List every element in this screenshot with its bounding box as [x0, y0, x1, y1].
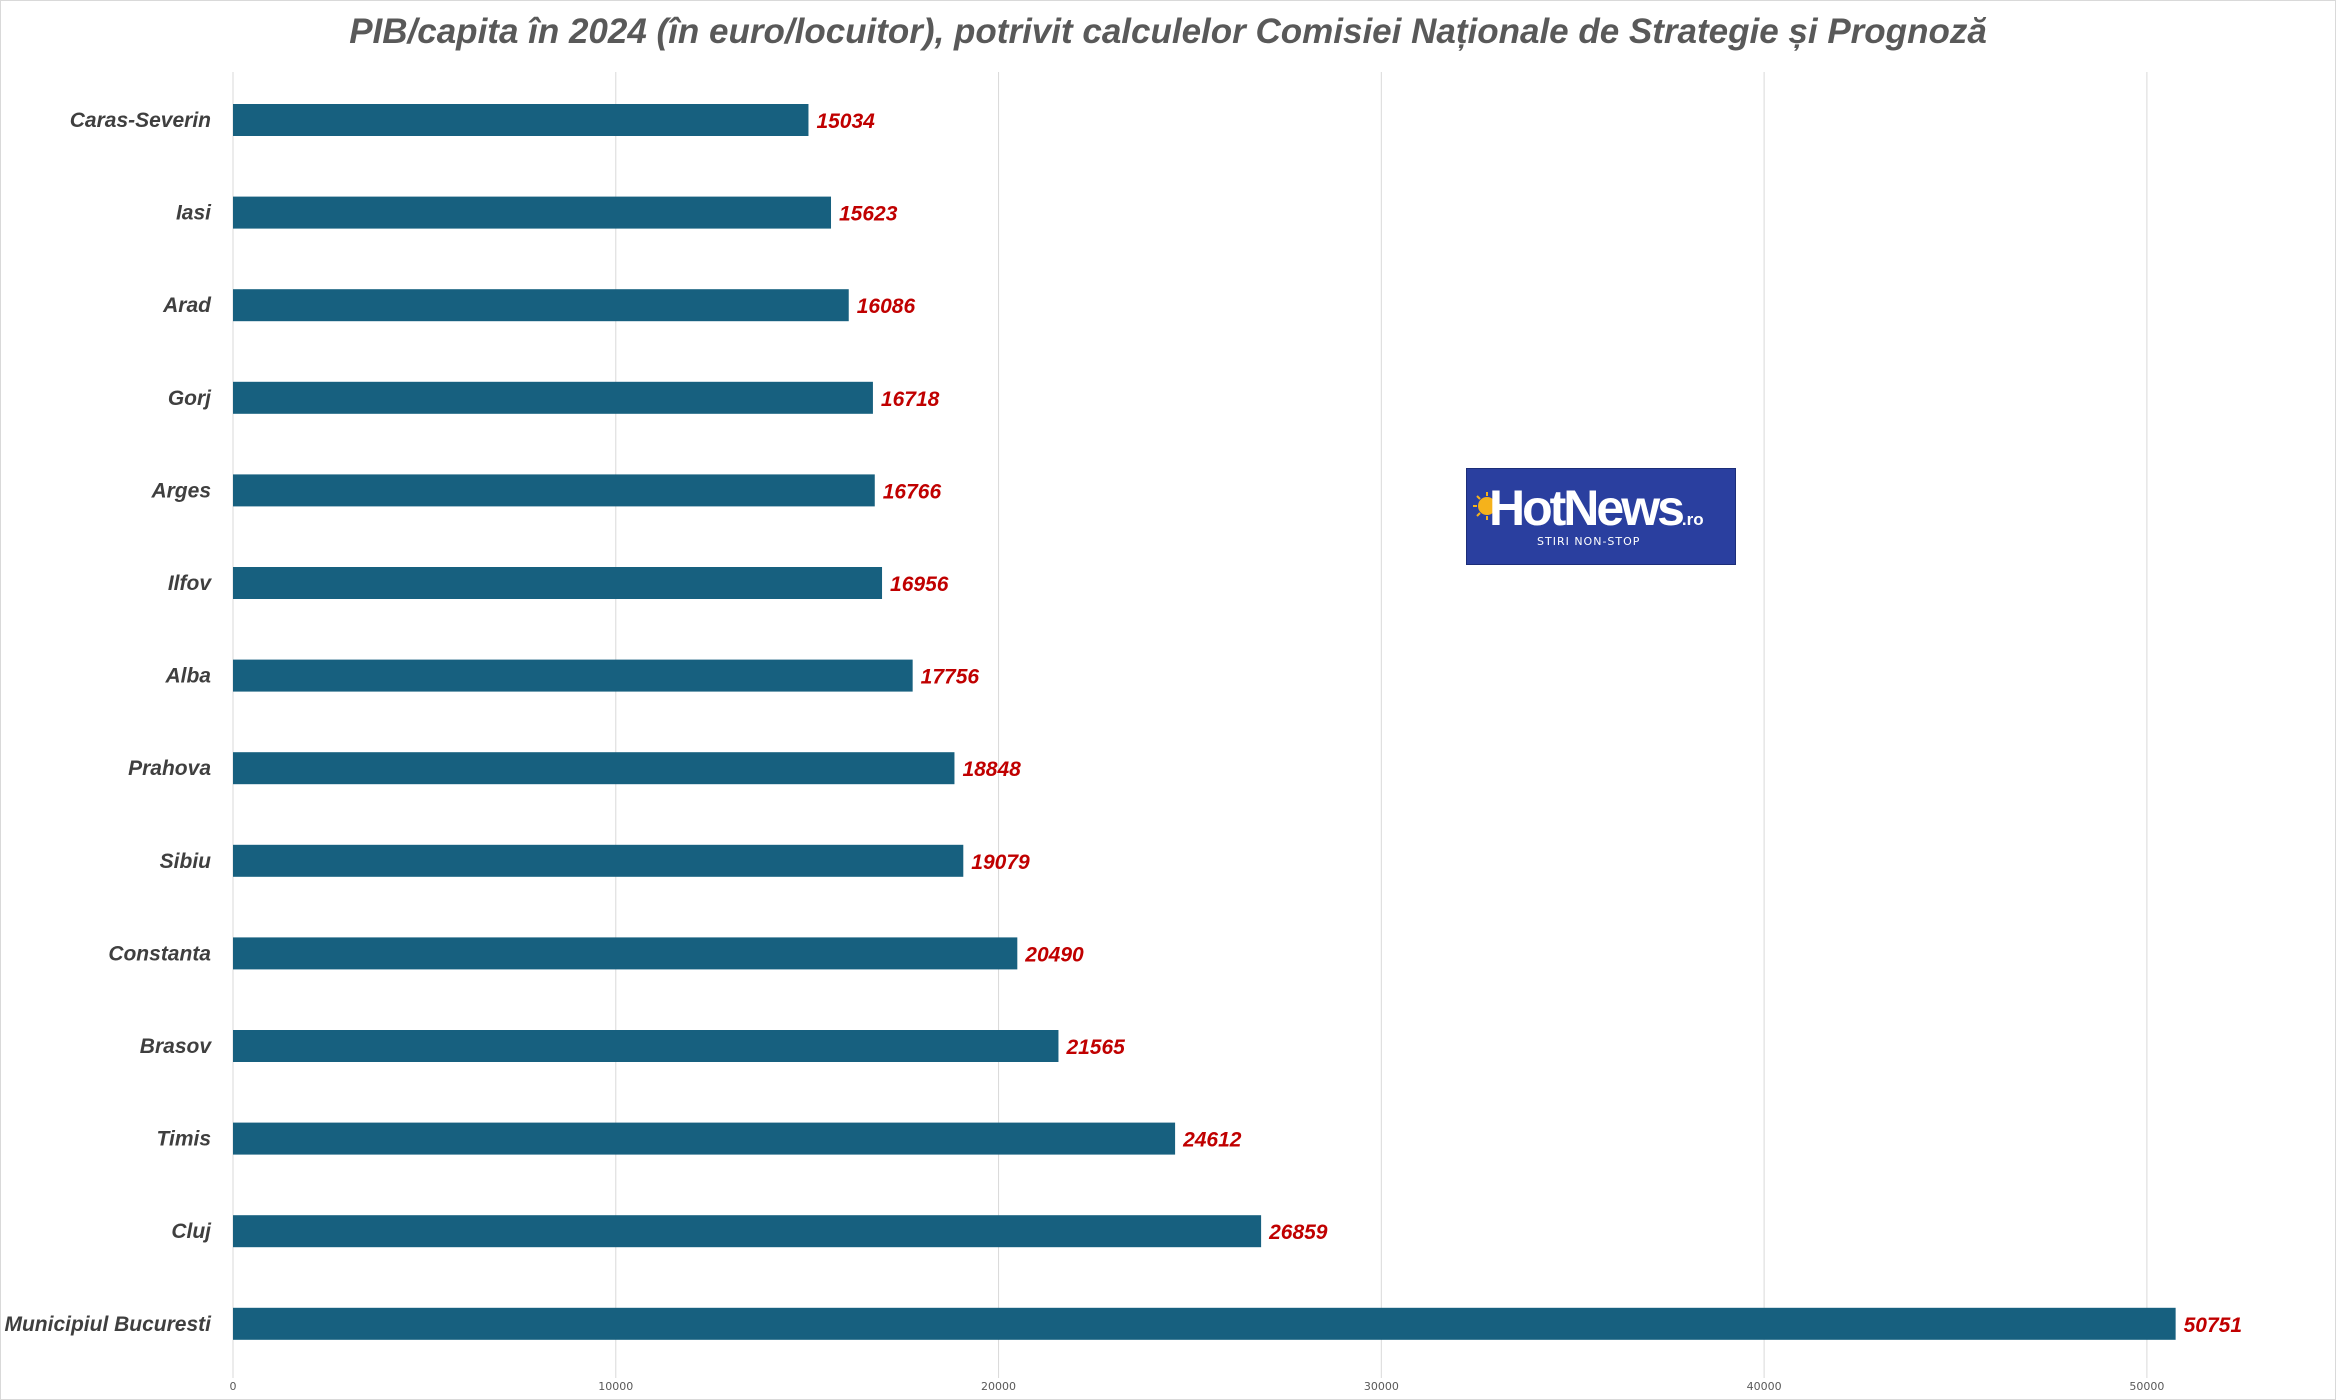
bar	[233, 289, 849, 322]
value-label: 15623	[839, 203, 898, 226]
bar	[233, 937, 1018, 970]
bar	[233, 381, 873, 414]
x-tick-label: 40000	[1747, 1380, 1782, 1393]
value-label: 15034	[816, 110, 875, 133]
bar	[233, 196, 832, 229]
bar	[233, 474, 875, 507]
bar	[233, 1307, 2176, 1340]
category-label: Constanta	[108, 942, 211, 965]
category-label: Iasi	[176, 202, 212, 225]
bar	[233, 659, 913, 692]
x-tick-label: 0	[230, 1380, 237, 1393]
bar	[233, 104, 809, 136]
x-tick-label: 50000	[2129, 1380, 2164, 1393]
value-labels: 15034 15623 16086 16718 16766 16956 17756 18848…	[816, 110, 2242, 1337]
value-label: 19079	[971, 851, 1030, 874]
category-label: Alba	[164, 665, 211, 688]
value-label: 16718	[881, 388, 940, 411]
category-label: Ilfov	[168, 572, 212, 595]
value-label: 17756	[921, 666, 980, 689]
category-label: Prahova	[128, 757, 211, 780]
value-label: 20490	[1024, 943, 1084, 966]
x-tick-label: 10000	[598, 1380, 633, 1393]
hotnews-logo: HotNews.ro STIRI NON-STOP	[1466, 468, 1736, 565]
value-label: 18848	[962, 758, 1021, 781]
value-label: 26859	[1268, 1221, 1328, 1244]
bar	[233, 1122, 1176, 1155]
value-label: 21565	[1065, 1036, 1125, 1059]
value-label: 24612	[1182, 1129, 1242, 1152]
sun-icon	[1473, 492, 1498, 520]
logo-tagline: STIRI NON-STOP	[1537, 535, 1641, 548]
chart-title: PIB/capita în 2024 (în euro/locuitor), p…	[349, 12, 1987, 51]
category-label: Gorj	[168, 387, 212, 410]
x-tick-label: 20000	[981, 1380, 1016, 1393]
category-label: Arges	[150, 479, 211, 502]
bar	[233, 1215, 1262, 1248]
logo-wordmark-text: HotNews	[1489, 480, 1685, 536]
bar	[233, 844, 964, 877]
value-label: 16956	[890, 573, 949, 596]
category-label: Arad	[162, 294, 212, 317]
bar	[233, 567, 883, 599]
bar-series	[233, 104, 2176, 1340]
logo-wordmark: HotNews.ro	[1489, 483, 1704, 545]
bar	[233, 752, 955, 785]
category-label: Brasov	[140, 1035, 213, 1058]
category-label: Timis	[157, 1128, 211, 1151]
category-label: Municipiul Bucuresti	[4, 1313, 212, 1336]
bar	[233, 1030, 1059, 1062]
value-label: 16086	[857, 295, 916, 318]
category-label: Cluj	[171, 1220, 212, 1243]
category-label: Sibiu	[160, 850, 212, 873]
x-tick-label: 30000	[1364, 1380, 1399, 1393]
gridlines	[232, 72, 2148, 1378]
value-label: 50751	[2184, 1314, 2242, 1337]
value-label: 16766	[883, 480, 942, 503]
category-label: Caras-Severin	[70, 109, 211, 132]
logo-tld: .ro	[1681, 510, 1704, 529]
x-axis-ticks: 0 10000 20000 30000 40000 50000	[230, 1380, 2165, 1393]
category-labels: Caras-Severin Iasi Arad Gorj Arges Ilfov Alba P…	[4, 109, 212, 1336]
